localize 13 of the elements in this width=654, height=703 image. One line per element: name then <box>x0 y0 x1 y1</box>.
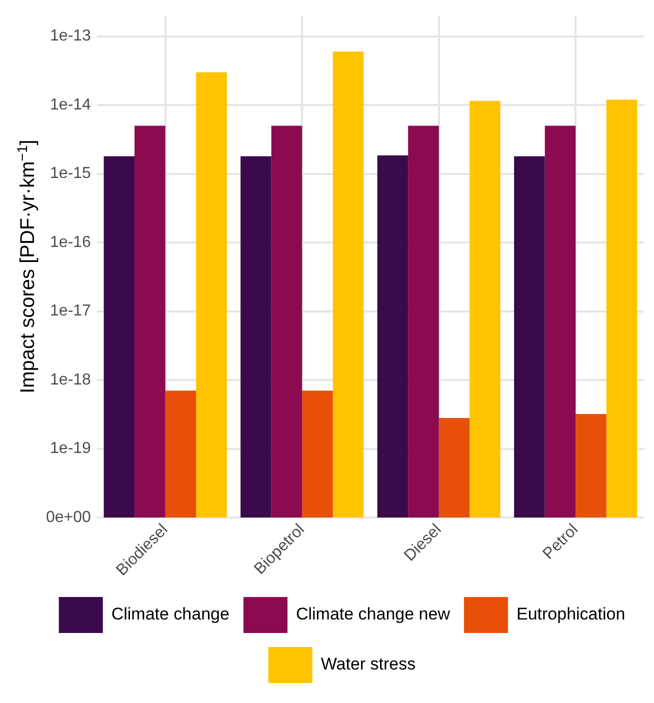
legend-label: Water stress <box>320 654 416 674</box>
legend-label: Climate change <box>111 604 230 624</box>
legend-label: Eutrophication <box>516 604 626 624</box>
y-tick-label: 0e+00 <box>46 508 92 526</box>
y-tick-label: 1e-17 <box>50 302 92 320</box>
y-axis-title: Impact scores [PDF·yr·km−1] <box>14 140 39 394</box>
legend-label: Climate change new <box>296 604 451 624</box>
y-tick-label: 1e-14 <box>50 96 92 114</box>
y-tick-label: 1e-13 <box>50 28 92 45</box>
y-tick-label: 1e-19 <box>50 440 92 458</box>
y-tick-label: 1e-18 <box>50 371 92 388</box>
y-tick-label: 1e-16 <box>50 234 92 251</box>
y-tick-label: 1e-15 <box>50 165 92 182</box>
